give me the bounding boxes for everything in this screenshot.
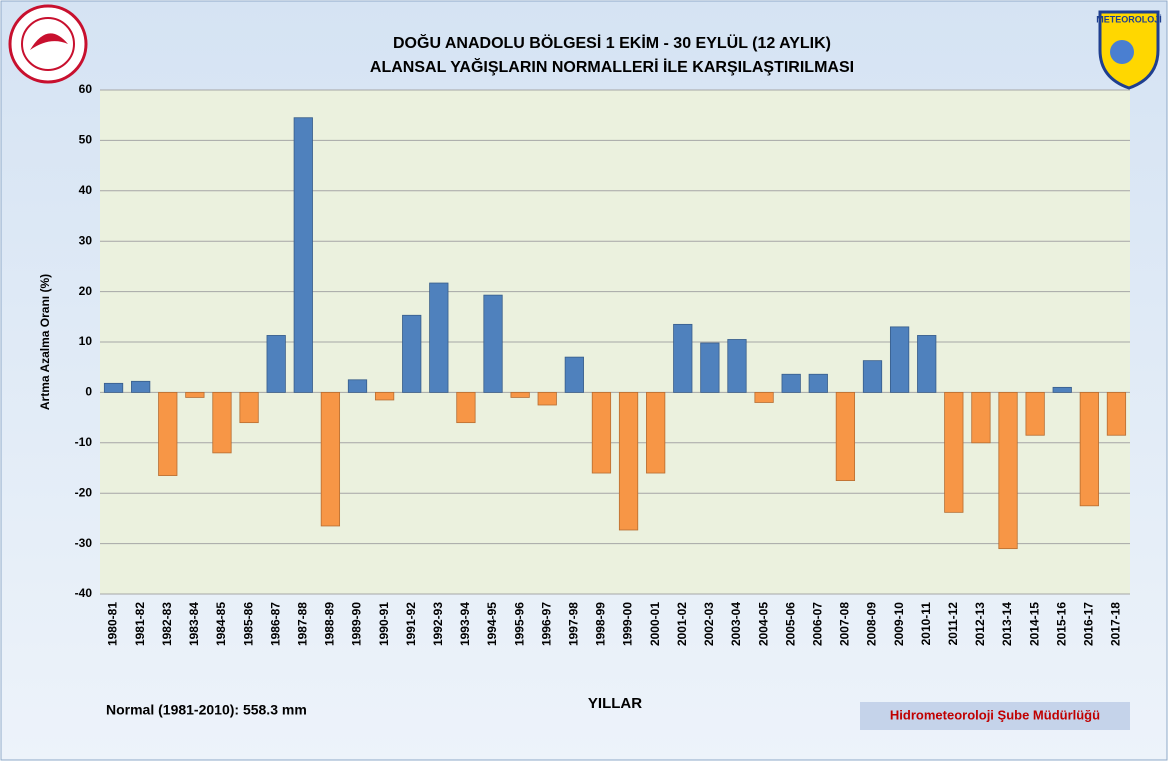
x-tick-label: 1987-88 [295, 602, 309, 646]
chart-title: DOĞU ANADOLU BÖLGESİ 1 EKİM - 30 EYLÜL (… [393, 33, 831, 52]
x-tick-label: 1991-92 [404, 602, 418, 646]
x-tick-label: 2015-16 [1054, 602, 1068, 646]
y-tick-label: 0 [85, 385, 92, 399]
bar [1079, 391, 1099, 507]
x-tick-label: 2002-03 [702, 602, 716, 646]
x-tick-label: 1998-99 [594, 602, 608, 646]
bar [944, 391, 964, 513]
bar [185, 391, 205, 398]
x-tick-label: 2010-11 [919, 602, 933, 646]
x-tick-label: 1982-83 [160, 602, 174, 646]
x-tick-label: 2001-02 [675, 602, 689, 646]
x-tick-label: 2006-07 [810, 602, 824, 646]
x-tick-label: 1997-98 [567, 602, 581, 646]
bar [239, 391, 259, 424]
x-tick-label: 1989-90 [350, 602, 364, 646]
y-tick-label: 60 [79, 82, 93, 96]
chart-subtitle: ALANSAL YAĞIŞLARIN NORMALLERİ İLE KARŞIL… [370, 57, 854, 76]
bar [374, 391, 395, 401]
bar [727, 339, 747, 393]
bar [998, 391, 1018, 550]
x-tick-label: 1986-87 [268, 602, 282, 646]
bar [510, 391, 530, 398]
bar [700, 342, 720, 393]
y-tick-label: -10 [75, 435, 93, 449]
source: Hidrometeoroloji Şube Müdürlüğü [890, 707, 1100, 722]
x-tick-label: 2003-04 [729, 602, 743, 646]
bar [347, 379, 368, 393]
bar [266, 335, 286, 393]
x-axis-label: YILLAR [588, 695, 642, 712]
bar [971, 391, 991, 444]
bar [618, 391, 639, 531]
y-tick-label: 50 [79, 133, 93, 147]
x-tick-label: 1983-84 [187, 602, 201, 646]
bar [402, 314, 422, 393]
bar [212, 391, 232, 454]
y-tick-label: -40 [75, 586, 93, 600]
bar [320, 391, 341, 527]
x-tick-label: 2000-01 [648, 602, 662, 646]
bar [1052, 386, 1072, 393]
bar [429, 282, 449, 393]
bar [808, 373, 828, 393]
x-tick-label: 2009-10 [892, 602, 906, 646]
y-tick-label: 40 [79, 183, 93, 197]
x-tick-label: 2016-17 [1082, 602, 1096, 646]
x-tick-label: 1985-86 [241, 602, 255, 646]
x-tick-label: 1999-00 [621, 602, 635, 646]
x-tick-label: 2017-18 [1109, 602, 1123, 646]
bar [293, 117, 313, 393]
right-logo: METEOROLOJİ [1096, 10, 1162, 90]
x-tick-label: 2013-14 [1000, 602, 1014, 646]
x-tick-label: 2008-09 [865, 602, 879, 646]
x-tick-label: 2005-06 [783, 602, 797, 646]
bar [591, 391, 612, 474]
source-box [860, 702, 1130, 730]
x-tick-label: 1993-94 [458, 602, 472, 646]
y-tick-label: -20 [75, 485, 93, 499]
x-tick-label: 1990-91 [377, 602, 391, 646]
bar [754, 391, 774, 403]
left-logo [8, 4, 88, 84]
bar [781, 373, 801, 393]
note: Normal (1981-2010): 558.3 mm [106, 702, 307, 718]
bar [103, 382, 124, 393]
x-tick-label: 2014-15 [1027, 602, 1041, 646]
x-tick-label: 1996-97 [539, 602, 553, 646]
bar [483, 294, 503, 393]
bar [917, 335, 937, 393]
bar [862, 360, 883, 393]
x-tick-label: 1980-81 [106, 602, 120, 646]
bar [646, 391, 666, 474]
x-tick-label: 1995-96 [512, 602, 526, 646]
bar [673, 323, 693, 393]
bar [537, 391, 557, 406]
y-tick-label: 10 [79, 334, 93, 348]
x-tick-label: 1981-82 [133, 602, 147, 646]
x-tick-label: 2007-08 [838, 602, 852, 646]
x-tick-label: 2012-13 [973, 602, 987, 646]
bar [1025, 391, 1045, 436]
y-axis-label: Artma Azalma Oranı (%) [38, 274, 52, 410]
logo-text: METEOROLOJİ [1096, 14, 1162, 24]
x-tick-label: 1988-89 [323, 602, 337, 646]
x-tick-label: 1992-93 [431, 602, 445, 646]
x-tick-label: 2011-12 [946, 602, 960, 646]
bar [456, 391, 476, 424]
bar [158, 391, 178, 476]
y-tick-label: 20 [79, 284, 93, 298]
bar [889, 326, 910, 393]
y-tick-label: -30 [75, 536, 93, 550]
x-tick-label: 1994-95 [485, 602, 499, 646]
bar [835, 391, 856, 481]
y-tick-label: 30 [79, 233, 93, 247]
x-tick-label: 2004-05 [756, 602, 770, 646]
bar [564, 356, 584, 393]
bar [1106, 391, 1127, 436]
bar [131, 380, 151, 393]
x-tick-label: 1984-85 [214, 602, 228, 646]
